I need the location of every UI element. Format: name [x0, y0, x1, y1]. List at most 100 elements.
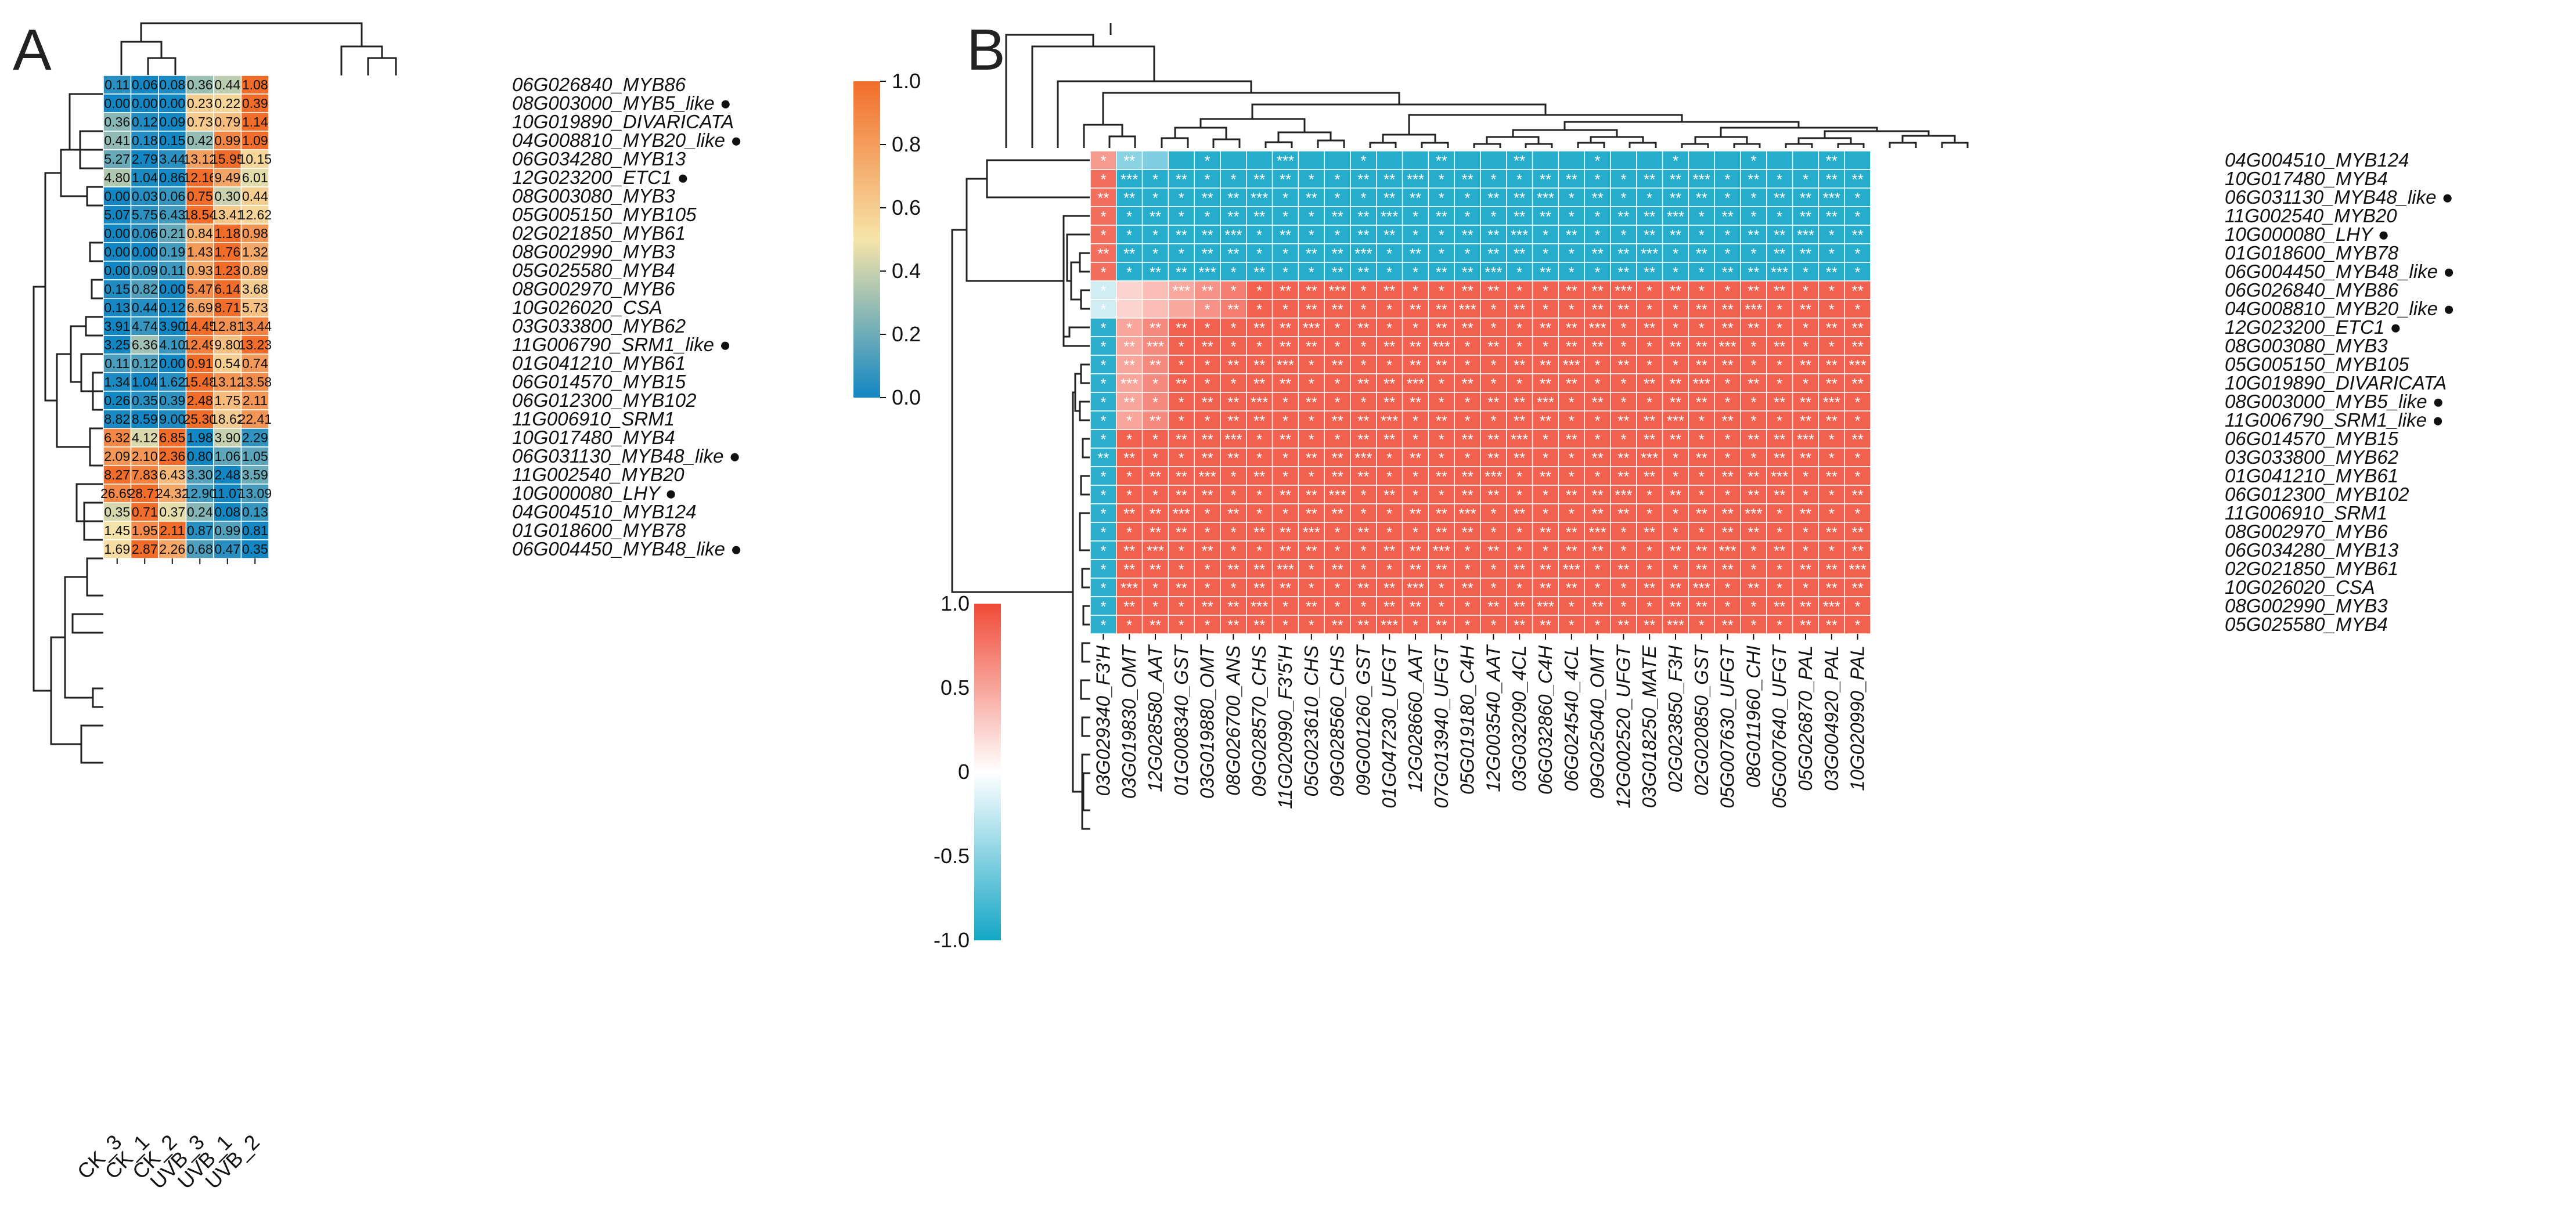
- heatmap-a-cell-value: 6.36: [132, 337, 158, 352]
- heatmap-b-significance: **: [1410, 189, 1421, 207]
- heatmap-b-column-label: 11G020990_F3'5'H: [1274, 645, 1296, 809]
- heatmap-b-significance: **: [1826, 468, 1838, 485]
- heatmap-b-cell: [1766, 355, 1793, 374]
- heatmap-b-cell: [1454, 503, 1481, 523]
- heatmap-b-significance: **: [1591, 505, 1603, 522]
- heatmap-b-significance: **: [1617, 561, 1629, 578]
- heatmap-a-cell-value: 0.68: [187, 542, 213, 557]
- heatmap-b-cell: [1298, 280, 1325, 300]
- heatmap-b-significance: **: [1280, 431, 1291, 448]
- heatmap-b-significance: **: [1826, 319, 1838, 337]
- heatmap-b-significance: **: [1851, 226, 1863, 244]
- heatmap-b-cell: [1402, 336, 1429, 356]
- heatmap-b-cell: [1141, 522, 1169, 542]
- heatmap-b-cell: [1194, 596, 1221, 616]
- heatmap-b-cell: [1558, 243, 1585, 263]
- heatmap-b-cell: [1220, 596, 1247, 616]
- heatmap-b-significance: **: [1748, 226, 1759, 244]
- heatmap-b-significance: *: [1126, 468, 1132, 485]
- heatmap-b-significance: *: [1439, 579, 1444, 597]
- heatmap-b-significance: *: [1673, 505, 1678, 522]
- heatmap-a-cell-value: 13.09: [238, 486, 272, 501]
- heatmap-b-significance: *: [1179, 245, 1184, 262]
- panel-label-a: A: [13, 17, 52, 82]
- heatmap-a-row-label: 06G026840_MYB86: [512, 74, 686, 95]
- heatmap-b-column-label: 01G047230_UFGT: [1378, 644, 1400, 809]
- heatmap-a-row-label: 12G023200_ETC1 ●: [512, 167, 689, 188]
- heatmap-b-cell: [1818, 522, 1845, 542]
- heatmap-b-cell: [1766, 596, 1793, 616]
- heatmap-a-cell: [185, 279, 214, 299]
- heatmap-b-significance: *: [1360, 561, 1366, 578]
- heatmap-b-cell: [1246, 169, 1273, 189]
- heatmap-b-cell: [1141, 280, 1169, 300]
- heatmap-b-significance: *: [1386, 524, 1392, 541]
- heatmap-a-cell-value: 0.11: [105, 77, 129, 92]
- heatmap-b-significance: *: [1699, 226, 1705, 244]
- heatmap-a-cell: [240, 75, 269, 95]
- heatmap-b-significance: ***: [1251, 394, 1268, 411]
- heatmap-b-cell: [1844, 578, 1871, 597]
- heatmap-b-significance: **: [1696, 245, 1707, 262]
- heatmap-b-significance: *: [1620, 338, 1626, 355]
- heatmap-a-row-label: 02G021850_MYB61: [512, 222, 686, 244]
- heatmap-b-cell: [1610, 280, 1637, 300]
- heatmap-a-cell: [213, 205, 242, 225]
- heatmap-b-cell: [1298, 596, 1325, 616]
- heatmap-b-significance: **: [1774, 189, 1785, 207]
- heatmap-b-cell: [1506, 559, 1533, 579]
- heatmap-b-significance: *: [1360, 486, 1366, 504]
- heatmap-b-cell: [1818, 466, 1845, 486]
- heatmap-b-cell: [1194, 466, 1221, 486]
- heatmap-b-significance: *: [1309, 561, 1314, 578]
- heatmap-b-significance: **: [1384, 542, 1395, 560]
- heatmap-b-significance: *: [1386, 505, 1392, 522]
- heatmap-a-cell-value: 0.41: [104, 133, 130, 148]
- heatmap-b-cell: [1220, 410, 1247, 430]
- heatmap-b-cell: [1558, 299, 1585, 319]
- heatmap-b-cell: [1168, 280, 1195, 300]
- heatmap-b-cell: [1740, 392, 1767, 412]
- heatmap-b-significance: *: [1360, 598, 1366, 615]
- heatmap-b-row-label: 11G006910_SRM1: [2225, 502, 2387, 524]
- heatmap-b-significance: *: [1152, 375, 1158, 392]
- heatmap-b-significance: *: [1439, 449, 1444, 467]
- heatmap-b-cell: [1090, 206, 1117, 226]
- heatmap-b-significance: *: [1595, 616, 1601, 634]
- heatmap-b-significance: **: [1461, 524, 1473, 541]
- heatmap-b-significance: **: [1774, 449, 1785, 467]
- heatmap-b-significance: **: [1331, 449, 1343, 467]
- heatmap-b-significance: **: [1150, 505, 1161, 522]
- heatmap-b-significance: *: [1230, 282, 1236, 300]
- panel-a-color-legend: 1.0 0.8 0.6 0.4 0.2 0.0: [853, 69, 921, 409]
- heatmap-b-cell: [1350, 225, 1377, 244]
- heatmap-b-significance: *: [1179, 189, 1184, 207]
- heatmap-b-significance: **: [1410, 505, 1421, 522]
- heatmap-b-column-label: 08G011960_CHI: [1742, 645, 1764, 788]
- heatmap-b-significance: ***: [1433, 542, 1450, 560]
- heatmap-b-cell: [1402, 169, 1429, 189]
- heatmap-b-significance: **: [1461, 431, 1473, 448]
- heatmap-b-significance: *: [1855, 598, 1861, 615]
- heatmap-b-cell: [1324, 336, 1351, 356]
- heatmap-b-significance: **: [1436, 468, 1447, 485]
- heatmap-a-cell-value: 5.73: [242, 300, 268, 315]
- heatmap-b-cell: [1818, 336, 1845, 356]
- heatmap-b-cell: [1714, 243, 1741, 263]
- heatmap-b-cell: [1610, 410, 1637, 430]
- heatmap-a-cell-value: 1.14: [242, 114, 268, 129]
- heatmap-b-significance: *: [1543, 431, 1548, 448]
- heatmap-b-significance: **: [1721, 264, 1733, 281]
- heatmap-b-cell: [1090, 466, 1117, 486]
- heatmap-b-significance: **: [1123, 449, 1135, 467]
- heatmap-b-cell: [1740, 280, 1767, 300]
- heatmap-b-significance: *: [1152, 189, 1158, 207]
- heatmap-b-significance: **: [1617, 301, 1629, 318]
- heatmap-b-cell: [1610, 187, 1637, 207]
- heatmap-b-cell: [1220, 206, 1247, 226]
- heatmap-a-row-label: 10G017480_MYB4: [512, 427, 675, 448]
- heatmap-b-cell: [1766, 503, 1793, 523]
- heatmap-b-significance: **: [1306, 282, 1317, 300]
- heatmap-b-cell: [1558, 578, 1585, 597]
- heatmap-b-significance: *: [1465, 245, 1471, 262]
